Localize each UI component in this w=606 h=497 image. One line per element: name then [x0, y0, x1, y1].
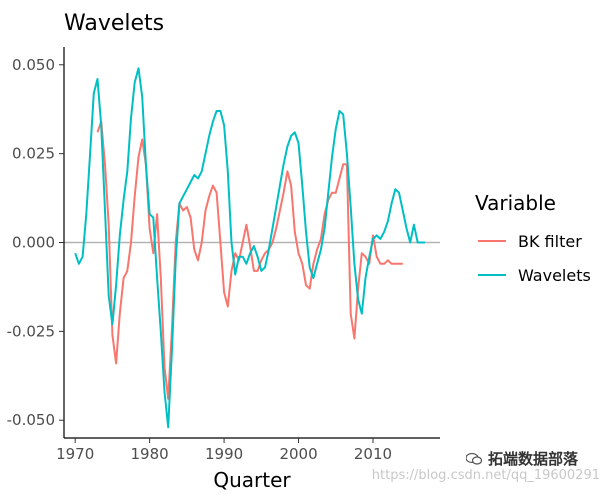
brand-name: 拓端数据部落: [488, 450, 579, 468]
axes: -0.050 -0.025 0.000 0.025 0.050 1970 1980 1990 2…: [7, 47, 440, 463]
y-tick-label: 0.025: [12, 145, 55, 163]
chart-title: Wavelets: [64, 11, 164, 36]
legend: Variable BK filter Wavelets: [475, 191, 591, 285]
x-tick-label: 1980: [131, 445, 169, 463]
x-tick-label: 1970: [56, 445, 94, 463]
plot-area: [64, 67, 440, 429]
y-tick-label: -0.025: [7, 322, 55, 340]
watermark: https://blog.csdn.net/qq_19600291: [371, 468, 600, 483]
legend-label: Wavelets: [518, 266, 591, 285]
x-tick-label: 2000: [279, 445, 317, 463]
x-tick-label: 1990: [205, 445, 243, 463]
legend-label: BK filter: [518, 232, 582, 251]
y-tick-label: -0.050: [7, 411, 55, 429]
x-tick-label: 2010: [354, 445, 392, 463]
y-tick-label: 0.050: [12, 56, 55, 74]
series-line-bk-filter: [96, 120, 403, 400]
y-tick-label: 0.000: [12, 234, 55, 252]
x-axis-label: Quarter: [213, 468, 291, 492]
legend-title: Variable: [475, 191, 556, 215]
series-line-wavelets: [74, 67, 426, 429]
chat-icon: [466, 453, 482, 465]
